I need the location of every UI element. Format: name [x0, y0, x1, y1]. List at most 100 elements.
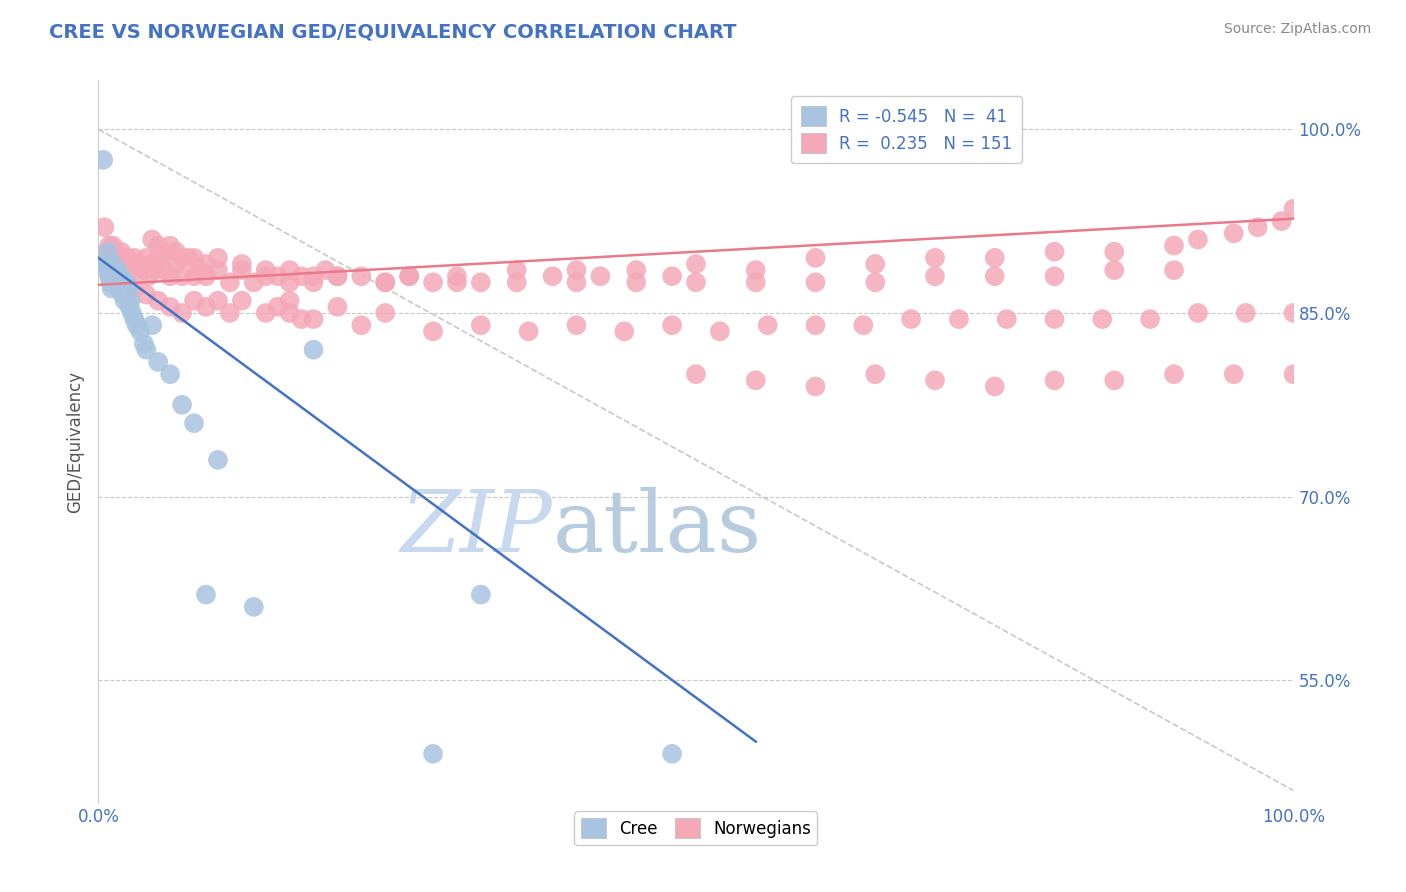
Point	[685, 367, 707, 381]
Point	[350, 318, 373, 333]
Point	[98, 269, 121, 284]
Legend: Cree, Norwegians: Cree, Norwegians	[575, 812, 817, 845]
Point	[1282, 202, 1305, 216]
Point	[104, 276, 127, 290]
Point	[541, 269, 564, 284]
Point	[1282, 367, 1305, 381]
Point	[148, 251, 170, 265]
Point	[1234, 306, 1257, 320]
Point	[1271, 214, 1294, 228]
Point	[124, 251, 146, 265]
Point	[118, 300, 141, 314]
Point	[108, 251, 131, 265]
Point	[94, 257, 117, 271]
Point	[804, 251, 827, 265]
Point	[207, 263, 229, 277]
Text: atlas: atlas	[553, 487, 762, 570]
Point	[107, 263, 129, 277]
Point	[195, 269, 218, 284]
Point	[107, 251, 129, 265]
Point	[1163, 263, 1185, 277]
Point	[398, 269, 420, 284]
Point	[326, 300, 349, 314]
Point	[172, 251, 194, 265]
Point	[924, 373, 946, 387]
Point	[1043, 373, 1066, 387]
Point	[135, 343, 157, 357]
Point	[626, 276, 648, 290]
Point	[446, 269, 468, 284]
Point	[350, 269, 373, 284]
Point	[108, 281, 131, 295]
Point	[1163, 238, 1185, 252]
Point	[148, 355, 170, 369]
Point	[661, 747, 683, 761]
Point	[111, 251, 134, 265]
Point	[105, 257, 128, 271]
Point	[661, 269, 683, 284]
Point	[565, 276, 588, 290]
Point	[865, 276, 887, 290]
Point	[1091, 312, 1114, 326]
Point	[267, 269, 290, 284]
Point	[165, 257, 187, 271]
Point	[517, 324, 540, 338]
Point	[254, 263, 277, 277]
Point	[98, 251, 122, 265]
Point	[195, 300, 218, 314]
Point	[97, 257, 120, 271]
Point	[111, 287, 134, 301]
Text: ZIP: ZIP	[401, 487, 553, 570]
Point	[924, 269, 946, 284]
Point	[1139, 312, 1161, 326]
Point	[685, 276, 707, 290]
Point	[101, 257, 124, 271]
Point	[1187, 232, 1209, 246]
Point	[995, 312, 1018, 326]
Point	[254, 306, 277, 320]
Point	[924, 251, 946, 265]
Point	[398, 269, 420, 284]
Point	[302, 343, 325, 357]
Point	[159, 367, 181, 381]
Point	[278, 263, 301, 277]
Point	[1043, 244, 1066, 259]
Point	[145, 263, 167, 277]
Point	[804, 318, 827, 333]
Point	[141, 232, 163, 246]
Point	[104, 244, 127, 259]
Point	[1223, 227, 1246, 241]
Point	[98, 276, 122, 290]
Point	[984, 269, 1007, 284]
Point	[183, 416, 205, 430]
Point	[115, 276, 138, 290]
Point	[120, 293, 142, 308]
Point	[103, 251, 125, 265]
Point	[219, 306, 242, 320]
Point	[278, 293, 301, 308]
Point	[685, 257, 707, 271]
Point	[243, 599, 266, 614]
Point	[159, 238, 181, 252]
Point	[326, 269, 349, 284]
Point	[565, 263, 588, 277]
Point	[243, 276, 266, 290]
Point	[446, 276, 468, 290]
Point	[100, 257, 122, 271]
Point	[148, 238, 170, 252]
Point	[125, 263, 148, 277]
Point	[865, 367, 887, 381]
Point	[278, 276, 301, 290]
Point	[1247, 220, 1270, 235]
Point	[422, 324, 444, 338]
Point	[1043, 269, 1066, 284]
Point	[302, 269, 325, 284]
Point	[100, 281, 122, 295]
Point	[470, 318, 492, 333]
Point	[183, 251, 205, 265]
Point	[195, 588, 218, 602]
Point	[112, 281, 135, 295]
Point	[565, 318, 588, 333]
Point	[1043, 312, 1066, 326]
Point	[756, 318, 779, 333]
